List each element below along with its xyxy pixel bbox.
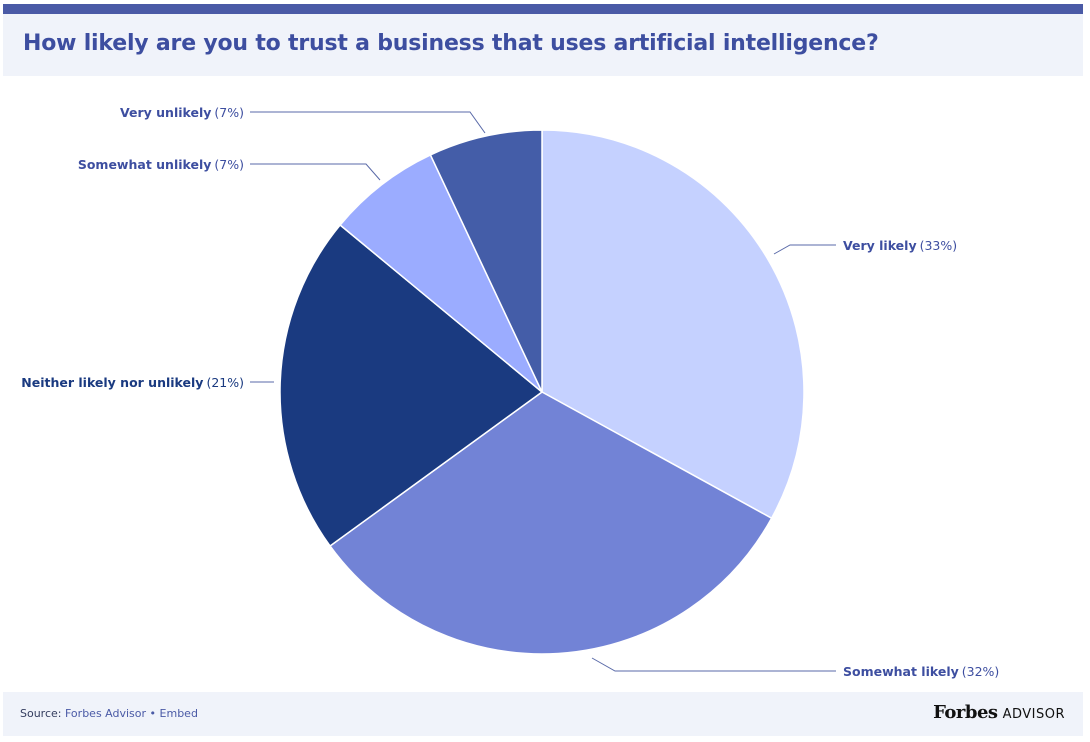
leader-line (773, 244, 836, 255)
leader-line (250, 163, 381, 181)
slice-label: Somewhat likely (32%) (843, 664, 999, 679)
embed-link[interactable]: Embed (159, 707, 198, 720)
pie-slice (339, 153, 543, 393)
slice-label-name: Very likely (843, 238, 917, 253)
leader-line (591, 657, 836, 672)
source-separator: • (149, 707, 157, 720)
slice-label-name: Neither likely nor unlikely (21, 375, 203, 390)
slice-label-percent: (7%) (214, 105, 244, 120)
slice-label-percent: (21%) (206, 375, 244, 390)
brand-name: Forbes (933, 702, 998, 723)
slice-label-name: Somewhat likely (843, 664, 959, 679)
slice-label-percent: (33%) (920, 238, 958, 253)
slice-label-percent: (32%) (962, 664, 1000, 679)
source-prefix: Source: (20, 707, 62, 720)
chart-header: How likely are you to trust a business t… (3, 14, 1083, 76)
slice-label-name: Very unlikely (120, 105, 211, 120)
pie-slice (279, 223, 544, 548)
slice-label-percent: (7%) (214, 157, 244, 172)
slice-label: Very likely (33%) (843, 238, 957, 253)
slice-label-name: Somewhat unlikely (78, 157, 212, 172)
slice-label: Neither likely nor unlikely (21%) (21, 375, 244, 390)
slice-label: Very unlikely (7%) (120, 105, 244, 120)
forbes-advisor-logo: Forbes ADVISOR (933, 702, 1065, 723)
top-accent-bar (3, 4, 1083, 14)
slice-label: Somewhat unlikely (7%) (78, 157, 244, 172)
pie-slice (429, 129, 543, 393)
source-line: Source: Forbes Advisor • Embed (20, 707, 198, 720)
source-link[interactable]: Forbes Advisor (65, 707, 147, 720)
pie-slice (541, 129, 805, 520)
pie-slice (328, 391, 773, 655)
leader-line (250, 111, 486, 134)
chart-title: How likely are you to trust a business t… (23, 31, 879, 56)
chart-footer: Source: Forbes Advisor • Embed Forbes ADV… (3, 692, 1083, 736)
brand-sub: ADVISOR (1002, 707, 1065, 722)
